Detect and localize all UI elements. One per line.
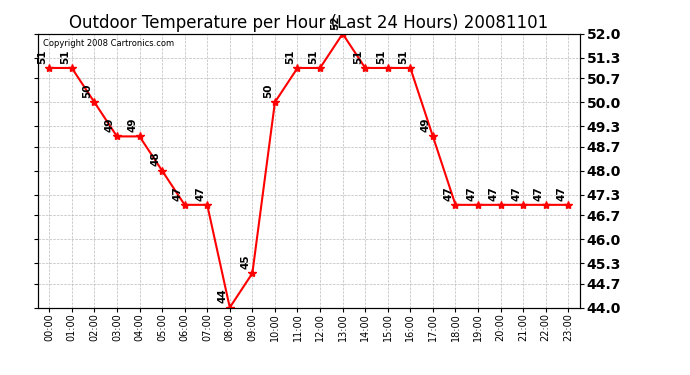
Title: Outdoor Temperature per Hour (Last 24 Hours) 20081101: Outdoor Temperature per Hour (Last 24 Ho… [69,14,549,32]
Text: 51: 51 [398,49,408,64]
Text: 51: 51 [308,49,318,64]
Text: 50: 50 [263,84,273,98]
Text: 49: 49 [421,118,431,132]
Text: 47: 47 [466,186,476,201]
Text: 51: 51 [353,49,363,64]
Text: Copyright 2008 Cartronics.com: Copyright 2008 Cartronics.com [43,39,175,48]
Text: 47: 47 [534,186,544,201]
Text: 52: 52 [331,15,341,30]
Text: 49: 49 [128,118,137,132]
Text: 47: 47 [172,186,183,201]
Text: 45: 45 [240,255,250,269]
Text: 47: 47 [511,186,521,201]
Text: 51: 51 [37,49,48,64]
Text: 44: 44 [218,289,228,303]
Text: 50: 50 [82,84,92,98]
Text: 49: 49 [105,118,115,132]
Text: 47: 47 [556,186,566,201]
Text: 51: 51 [376,49,386,64]
Text: 47: 47 [489,186,499,201]
Text: 47: 47 [444,186,453,201]
Text: 48: 48 [150,152,160,166]
Text: 51: 51 [286,49,295,64]
Text: 47: 47 [195,186,205,201]
Text: 51: 51 [60,49,70,64]
